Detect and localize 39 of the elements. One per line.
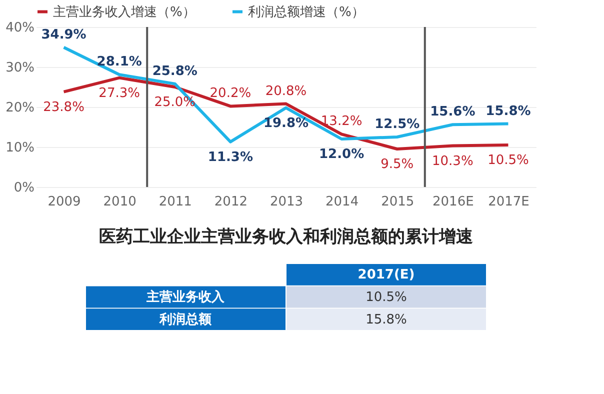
data-label: 9.5% xyxy=(380,157,414,172)
data-label: 25.8% xyxy=(152,64,198,79)
data-label: 15.8% xyxy=(486,104,531,119)
data-label: 19.8% xyxy=(263,116,309,131)
x-tick-label: 2012 xyxy=(214,194,248,210)
category-label: 利润总额 xyxy=(160,312,212,328)
data-label: 28.1% xyxy=(96,54,142,70)
x-tick-label: 2011 xyxy=(158,194,192,210)
data-label: 11.3% xyxy=(208,150,253,165)
x-tick-label: 2014 xyxy=(326,194,359,210)
data-label: 20.2% xyxy=(210,86,252,102)
y-tick-label: 0% xyxy=(14,180,34,196)
data-label: 34.9% xyxy=(41,27,86,42)
category-label: 主营业务收入 xyxy=(146,290,225,305)
data-label: 13.2% xyxy=(320,114,362,130)
data-label: 15.6% xyxy=(430,104,476,120)
x-tick-label: 2016E xyxy=(432,194,474,210)
data-label: 12.0% xyxy=(319,147,364,162)
x-tick-label: 2015 xyxy=(381,194,414,210)
data-label: 20.8% xyxy=(265,84,307,99)
data-label: 27.3% xyxy=(98,86,140,101)
data-label: 23.8% xyxy=(43,100,84,115)
y-tick-label: 30% xyxy=(6,60,34,76)
data-label: 10.3% xyxy=(432,154,474,169)
legend-label: 主营业务收入增速（%） xyxy=(53,4,196,20)
text: 10.5% xyxy=(366,290,407,305)
y-tick-label: 10% xyxy=(6,140,34,156)
x-tick-label: 2010 xyxy=(103,194,136,210)
data-label: 12.5% xyxy=(374,117,420,132)
x-tick-label: 2017E xyxy=(488,194,530,210)
y-tick-label: 40% xyxy=(6,20,34,36)
text: 医药工业企业主营业务收入和利润总额的累计增速 xyxy=(99,227,473,247)
category-label: 2017(E) xyxy=(358,268,415,283)
y-tick-label: 20% xyxy=(6,100,34,116)
legend-label: 利润总额增速（%） xyxy=(248,4,364,20)
data-label: 10.5% xyxy=(488,153,529,168)
x-tick-label: 2013 xyxy=(270,194,304,210)
x-tick-label: 2009 xyxy=(48,194,81,210)
text: 15.8% xyxy=(366,312,407,328)
